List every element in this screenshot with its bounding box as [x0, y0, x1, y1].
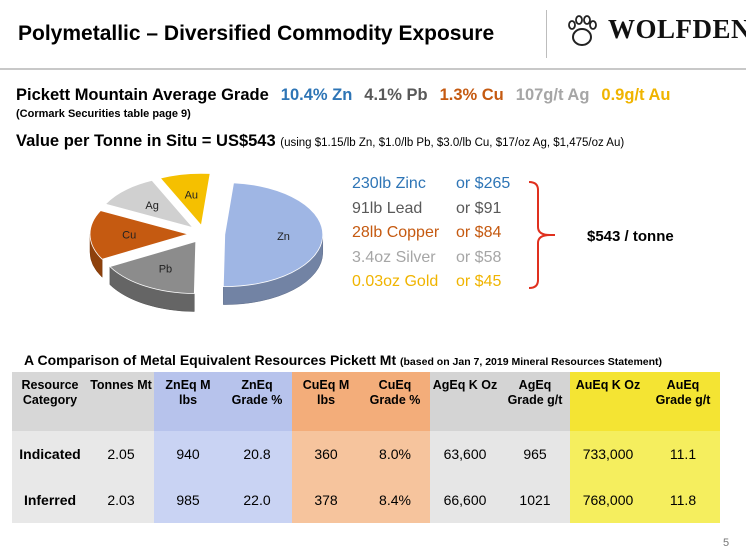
column-header: Tonnes Mt: [88, 372, 154, 431]
table-cell: 965: [500, 431, 570, 477]
slide-title: Polymetallic – Diversified Commodity Exp…: [18, 22, 495, 45]
resource-category-cell: Inferred: [12, 477, 88, 523]
table-cell: 8.4%: [360, 477, 430, 523]
pie-slice-ag: Ag: [104, 179, 195, 229]
breakdown-row: 91lb Lead or $91: [352, 200, 510, 225]
column-header: AuEq Grade g/t: [646, 372, 720, 431]
table-cell: 20.8: [222, 431, 292, 477]
column-header: CuEq Grade %: [360, 372, 430, 431]
grade-item: 107g/t Ag: [515, 86, 590, 104]
pie-slice-pb: Pb: [109, 241, 197, 312]
table-cell: 768,000: [570, 477, 646, 523]
resources-table: Resource Category Tonnes Mt ZnEq M lbs ZnEq…: [12, 372, 720, 523]
table-cell: 22.0: [222, 477, 292, 523]
table-cell: 733,000: [570, 431, 646, 477]
table-cell: 8.0%: [360, 431, 430, 477]
pie-slice-au: Au: [159, 172, 211, 227]
average-grade-label: Pickett Mountain Average Grade: [16, 86, 269, 104]
table-cell: 360: [292, 431, 360, 477]
logo-wordmark: WOLFDEN: [608, 14, 746, 44]
pie-label: Au: [185, 190, 198, 202]
breakdown-row: 230lb Zinc or $265: [352, 175, 510, 200]
table-cell: 940: [154, 431, 222, 477]
breakdown-value: or $91: [456, 199, 502, 217]
table-cell: 11.8: [646, 477, 720, 523]
value-breakdown-list: 230lb Zinc or $265 91lb Lead or $91 28lb Cop…: [352, 175, 510, 298]
table-cell: 985: [154, 477, 222, 523]
price-assumptions-note: (using $1.15/lb Zn, $1.0/lb Pb, $3.0/lb …: [280, 137, 625, 149]
table-cell: 378: [292, 477, 360, 523]
wolf-paw-icon: [568, 15, 597, 46]
pie-label: Zn: [277, 231, 290, 243]
table-cell: 2.05: [88, 431, 154, 477]
value-per-tonne-row: Value per Tonne in Situ = US$543 (using …: [16, 132, 624, 151]
breakdown-value: or $84: [456, 224, 502, 241]
table-row: Inferred 2.03 985 22.0 378 8.4% 66,600 1021 768,…: [12, 477, 720, 523]
comparison-title: A Comparison of Metal Equivalent Resourc…: [24, 352, 662, 368]
breakdown-quantity: 28lb Copper: [352, 224, 440, 241]
pie-label: Ag: [145, 200, 158, 212]
column-header: AgEq Grade g/t: [500, 372, 570, 431]
table-cell: 1021: [500, 477, 570, 523]
table-cell: 66,600: [430, 477, 500, 523]
column-header: AuEq K Oz: [570, 372, 646, 431]
grade-item: 4.1% Pb: [364, 86, 428, 104]
table-row: Indicated 2.05 940 20.8 360 8.0% 63,600 965 733,…: [12, 431, 720, 477]
comparison-note: (based on Jan 7, 2019 Mineral Resources …: [400, 356, 663, 368]
average-grade-row: Pickett Mountain Average Grade 10.4% Zn 4.…: [16, 86, 670, 105]
table-cell: 2.03: [88, 477, 154, 523]
column-header: ZnEq M lbs: [154, 372, 222, 431]
table-header-row: Resource Category Tonnes Mt ZnEq M lbs ZnEq…: [12, 372, 720, 431]
breakdown-row: 0.03oz Gold or $45: [352, 273, 510, 298]
grade-item: 10.4% Zn: [280, 86, 353, 104]
page-number: 5: [723, 537, 730, 549]
breakdown-quantity: 3.4oz Silver: [352, 248, 436, 266]
breakdown-value: or $45: [456, 273, 502, 290]
breakdown-row: 3.4oz Silver or $58: [352, 249, 510, 274]
total-value-per-tonne: $543 / tonne: [587, 228, 674, 245]
breakdown-quantity: 230lb Zinc: [352, 175, 426, 192]
table-cell: 63,600: [430, 431, 500, 477]
source-note: (Cormark Securities table page 9): [16, 108, 191, 120]
comparison-heading: A Comparison of Metal Equivalent Resourc…: [24, 352, 397, 368]
pie-label: Cu: [122, 230, 136, 242]
table-cell: 11.1: [646, 431, 720, 477]
breakdown-quantity: 91lb Lead: [352, 199, 423, 217]
grade-item: 1.3% Cu: [439, 86, 504, 104]
grade-item: 0.9g/t Au: [601, 86, 671, 104]
right-brace: [528, 181, 555, 289]
pie-slice-cu: Cu: [89, 210, 190, 278]
pie-slice-zn: Zn: [222, 182, 324, 305]
header-divider: [546, 10, 547, 58]
header-rule: [0, 68, 746, 70]
pie-label: Pb: [159, 263, 172, 275]
column-header: AgEq K Oz: [430, 372, 500, 431]
column-header: Resource Category: [12, 372, 88, 431]
resource-category-cell: Indicated: [12, 431, 88, 477]
breakdown-quantity: 0.03oz Gold: [352, 273, 439, 290]
value-per-tonne-label: Value per Tonne in Situ = US$543: [16, 132, 276, 150]
column-header: ZnEq Grade %: [222, 372, 292, 431]
breakdown-value: or $58: [456, 248, 502, 266]
value-pie-chart: Au Ag Cu Zn Pb: [89, 172, 324, 312]
breakdown-value: or $265: [456, 175, 511, 192]
breakdown-row: 28lb Copper or $84: [352, 224, 510, 249]
column-header: CuEq M lbs: [292, 372, 360, 431]
